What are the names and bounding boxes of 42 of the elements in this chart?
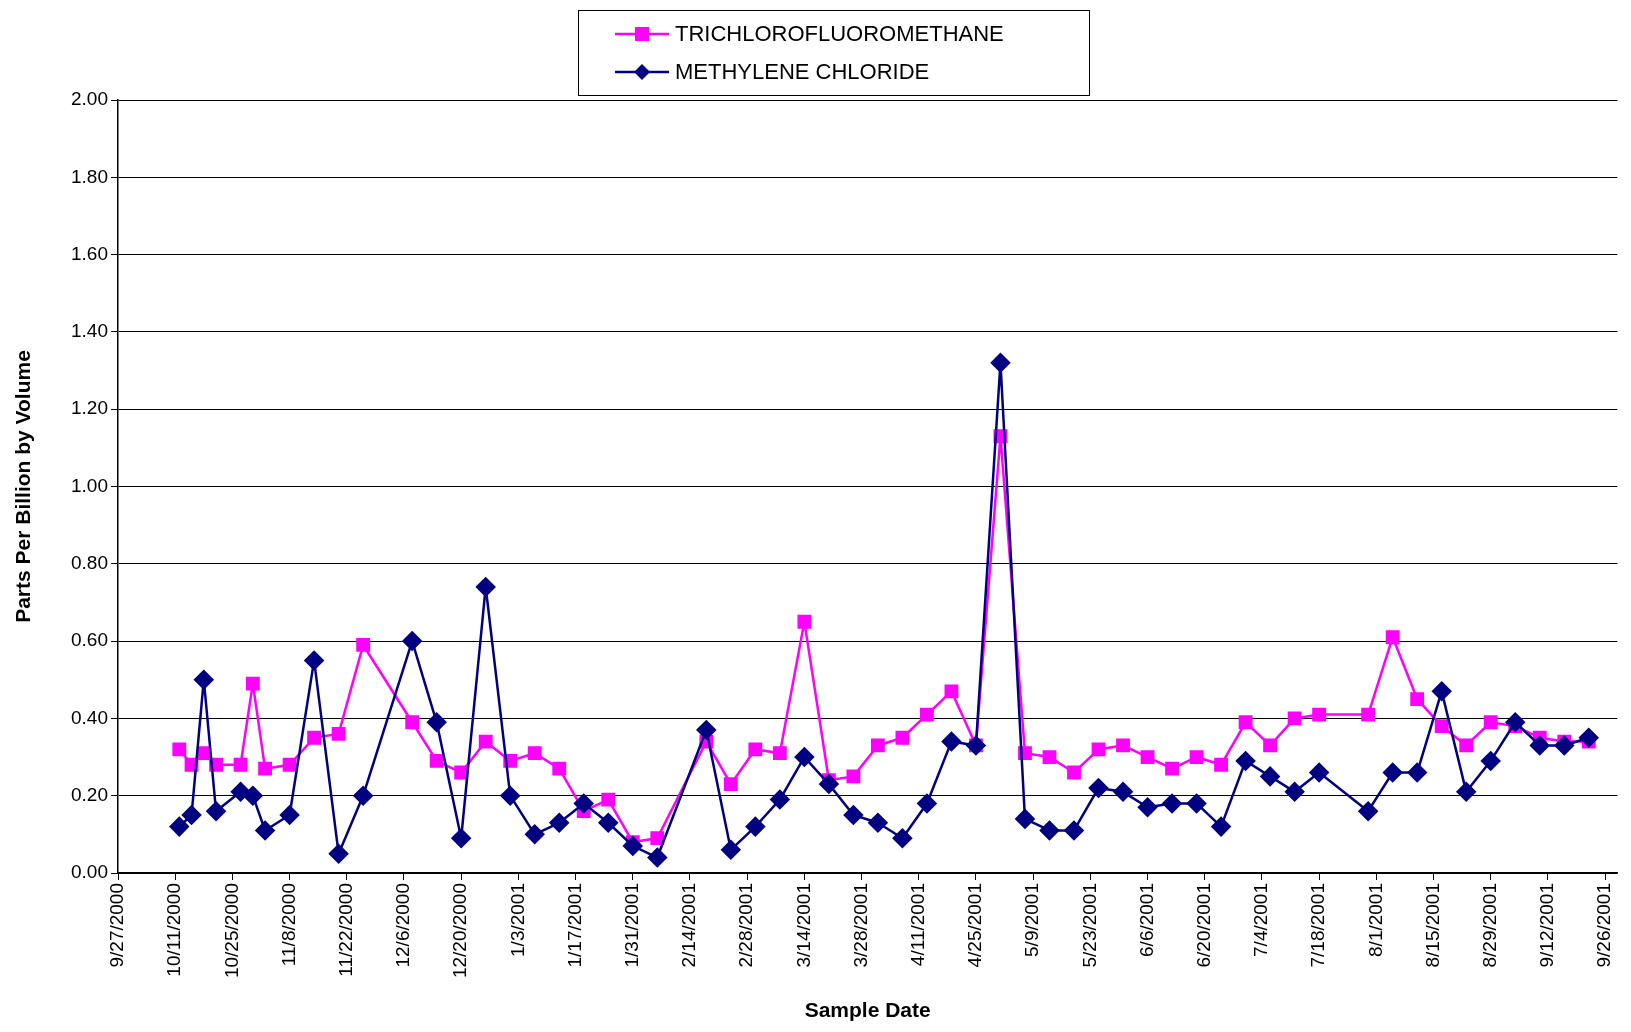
x-tick-label: 10/25/2000 [220,883,242,979]
x-tick-label: 7/18/2001 [1307,883,1329,968]
y-tick-label: 1.00 [71,474,108,496]
y-tick-label: 1.20 [71,397,108,419]
x-tick-label: 8/15/2001 [1421,883,1443,968]
x-tick-label: 1/31/2001 [621,883,642,968]
x-tick-label: 6/20/2001 [1192,883,1214,968]
x-tick-label: 9/27/2000 [106,883,128,968]
x-tick-label: 12/20/2000 [449,883,471,979]
y-tick-label: 1.60 [71,242,108,264]
x-tick-label: 4/25/2001 [964,883,986,968]
legend-label: METHYLENE CHLORIDE [675,59,930,85]
x-tick-label: 2/14/2001 [678,883,700,968]
legend-label: TRICHLOROFLUOROMETHANE [675,21,1004,47]
y-tick-label: 0.60 [71,629,108,651]
x-tick-label: 2/28/2001 [735,883,757,968]
x-tick-label: 9/26/2001 [1593,883,1615,968]
x-tick-label: 3/28/2001 [849,883,871,968]
x-tick-label: 5/9/2001 [1021,883,1043,957]
y-tick-label: 0.20 [71,783,108,805]
x-tick-label: 5/23/2001 [1078,883,1100,968]
x-axis-title: Sample Date [804,998,931,1022]
y-tick-label: 2.00 [71,88,108,110]
x-tick-label: 8/29/2001 [1478,883,1500,968]
x-tick-label: 12/6/2000 [392,883,414,968]
x-tick-label: 1/3/2001 [506,883,528,957]
x-tick-label: 6/6/2001 [1135,883,1157,957]
y-tick-label: 0.40 [71,706,108,728]
y-tick-label: 1.80 [71,165,108,187]
x-tick-label: 10/11/2000 [163,883,185,977]
x-tick-label: 9/12/2001 [1536,883,1558,968]
x-tick-label: 4/11/2001 [906,883,928,967]
x-tick-label: 7/4/2001 [1250,883,1272,957]
x-tick-label: 3/14/2001 [792,883,814,968]
y-tick-label: 0.00 [71,861,108,883]
y-axis-title: Parts Per Billion by Volume [11,350,35,623]
x-tick-label: 11/22/2000 [335,883,357,977]
y-tick-label: 1.40 [71,320,108,342]
x-tick-label: 8/1/2001 [1364,883,1386,957]
x-tick-label: 11/8/2000 [277,883,299,967]
y-tick-label: 0.80 [71,552,108,574]
x-tick-label: 1/17/2001 [563,883,585,968]
